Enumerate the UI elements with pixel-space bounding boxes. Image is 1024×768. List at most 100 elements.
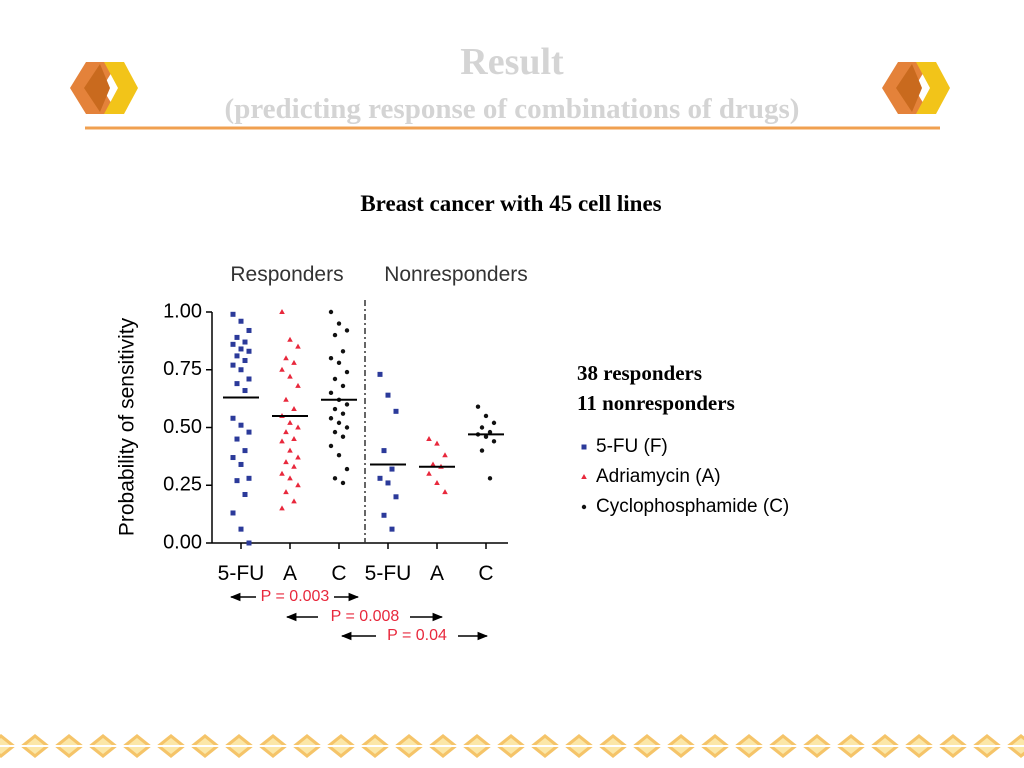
heading: Breast cancer with 45 cell lines <box>360 191 661 216</box>
dot <box>283 396 289 402</box>
dot <box>479 425 485 430</box>
dot <box>491 420 497 426</box>
dot <box>434 479 440 485</box>
dot <box>426 436 432 442</box>
legend-label: Adriamycin (A) <box>596 466 721 487</box>
dot <box>442 452 448 458</box>
y-tick-label: 0.00 <box>163 531 202 553</box>
dot <box>234 478 240 484</box>
dot <box>581 504 587 510</box>
dot <box>234 381 240 387</box>
dot <box>430 461 436 467</box>
dot <box>344 402 350 407</box>
dot <box>287 419 293 425</box>
dot <box>340 349 346 354</box>
dot <box>332 476 338 481</box>
dot <box>344 328 350 333</box>
dot <box>238 318 244 324</box>
footer-pattern <box>0 732 1024 760</box>
group-label: Nonresponders <box>384 263 528 286</box>
dot <box>238 526 244 532</box>
slide-subtitle: (predicting response of combinations of … <box>225 93 800 125</box>
dot <box>332 332 338 338</box>
dot <box>581 474 587 479</box>
dot <box>336 420 342 426</box>
dot <box>340 434 346 439</box>
slide-title: Result <box>460 41 564 83</box>
dot <box>246 475 252 481</box>
dot <box>242 448 248 454</box>
x-tick-label: 5-FU <box>218 562 265 585</box>
dot <box>287 336 293 342</box>
dot <box>291 498 297 504</box>
dot <box>242 339 248 345</box>
dot <box>295 482 301 488</box>
corner-icon-right <box>882 62 950 114</box>
dot <box>483 413 489 419</box>
dot <box>291 406 297 412</box>
dot <box>283 459 289 465</box>
dot <box>238 461 244 467</box>
dot <box>238 346 244 352</box>
dot <box>336 321 342 326</box>
dot <box>344 425 350 430</box>
dot <box>283 429 289 435</box>
dot <box>393 494 399 500</box>
dot <box>287 475 293 481</box>
dot <box>336 453 342 458</box>
dot <box>230 415 236 421</box>
dot <box>475 404 481 409</box>
dot <box>230 341 236 347</box>
y-tick-label: 0.75 <box>163 358 202 380</box>
dot <box>381 448 387 454</box>
dot <box>291 463 297 469</box>
dot <box>234 353 240 359</box>
dot <box>230 362 236 368</box>
dot <box>295 343 301 349</box>
dot <box>393 408 399 414</box>
dot <box>279 309 285 314</box>
dot <box>434 440 440 446</box>
dot <box>336 360 342 366</box>
dot <box>328 443 334 449</box>
dot <box>246 540 252 546</box>
x-tick-label: C <box>331 562 346 585</box>
dot <box>483 434 489 439</box>
dot <box>295 382 301 388</box>
dot <box>238 367 244 373</box>
dot <box>344 369 350 375</box>
dot <box>279 505 285 511</box>
dot <box>479 448 485 453</box>
x-tick-label: A <box>283 562 297 585</box>
group-label: Responders <box>230 263 343 286</box>
dot <box>328 390 334 396</box>
x-tick-label: C <box>478 562 493 585</box>
dot <box>291 359 297 365</box>
dot <box>389 526 395 532</box>
dot <box>377 475 383 481</box>
p-value: P = 0.003 <box>261 588 330 605</box>
dot <box>287 373 293 379</box>
p-value: P = 0.04 <box>387 627 447 644</box>
dot <box>487 429 493 435</box>
dot <box>332 406 338 412</box>
y-axis-label: Probability of sensitivity <box>116 317 139 536</box>
legend-label: Cyclophosphamide (C) <box>596 496 789 517</box>
y-tick-label: 0.50 <box>163 416 202 438</box>
dot <box>442 489 448 495</box>
dot <box>242 358 248 364</box>
p-arrows <box>229 592 489 641</box>
x-tick-label: A <box>430 562 444 585</box>
dot <box>230 510 236 516</box>
dot <box>238 422 244 428</box>
dot <box>230 311 236 317</box>
dot <box>279 470 285 476</box>
dot <box>385 480 391 486</box>
dot <box>234 436 240 442</box>
dot <box>340 411 346 416</box>
dot <box>381 512 387 518</box>
legend-label: 5-FU (F) <box>596 436 668 457</box>
dot <box>487 476 493 481</box>
dot <box>389 466 395 472</box>
